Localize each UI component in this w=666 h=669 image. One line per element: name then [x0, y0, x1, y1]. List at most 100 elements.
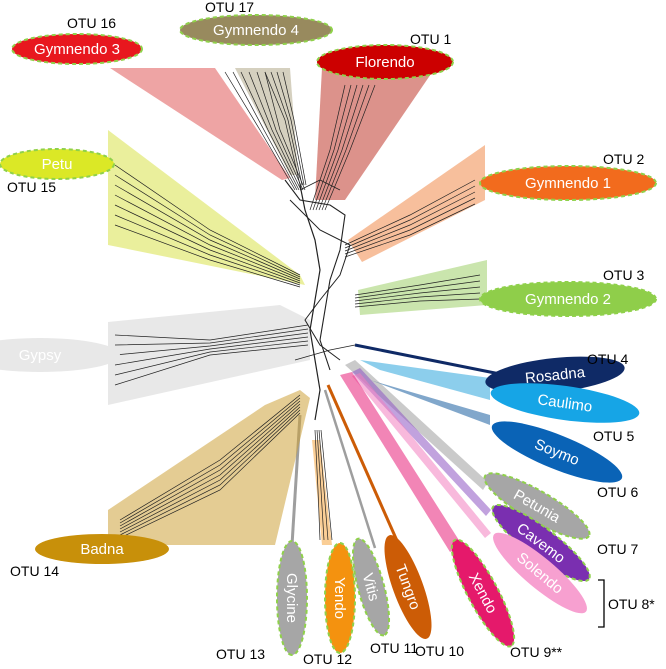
tree-branch [320, 429, 333, 541]
tree-branch [324, 84, 376, 211]
tree-branch [114, 336, 309, 366]
gymnendo3-otu-label: OTU 16 [67, 15, 116, 31]
tree-branch [232, 71, 298, 191]
badna-clade: Badna [35, 534, 169, 564]
tree-branch [354, 280, 481, 299]
tree-branch [354, 292, 481, 305]
vitis-label: Vitis [359, 571, 383, 603]
tree-branch [119, 403, 301, 530]
otu-labels: OTU 1 OTU 2 OTU 3 OTU 4 OTU 5 OTU 6 OTU 7 OTU 9… [7, 0, 644, 667]
tree-branch [114, 224, 301, 288]
tree-branch [316, 429, 325, 541]
tree-branch [344, 191, 476, 252]
tree-branch [119, 409, 301, 536]
gymnendo1-ellipse [479, 165, 657, 201]
gymnendo3-fan [110, 68, 290, 180]
tree-branch [114, 340, 309, 376]
cavemo-fan [352, 368, 491, 516]
florendo-otu-label: OTU 1 [410, 31, 451, 47]
tree-branch [284, 179, 346, 371]
tree-branch [256, 71, 304, 191]
gypsy-clade: Gypsy [0, 338, 120, 372]
petu-fan [108, 130, 305, 285]
tree-branch [282, 71, 307, 186]
tree-branch [114, 214, 301, 286]
tree-branch [119, 406, 301, 533]
tree-branch [114, 332, 309, 356]
vitis-clade: Vitis [351, 537, 391, 637]
gymnendo1-otu-label: OTU 2 [603, 151, 644, 167]
gypsy-ellipse [0, 338, 120, 372]
tree-branch [114, 174, 301, 278]
soymo-fan [370, 380, 490, 425]
glycine-clade: Glycine [276, 540, 308, 656]
petunia-otu-label: OTU 6 [597, 484, 638, 500]
tree-branch [344, 197, 476, 255]
tree-branch [314, 429, 321, 541]
tree-branch [240, 71, 300, 191]
xendo-otu-label: OTU 9** [510, 644, 563, 660]
otu8-bracket: OTU 8* [598, 579, 655, 628]
glycine-label: Glycine [283, 573, 300, 623]
gymnendo4-ellipse [179, 14, 333, 46]
badna-ellipse [35, 534, 169, 564]
yendo-otu-label: OTU 12 [303, 651, 352, 667]
tree-branch [114, 324, 309, 341]
otu8-label: OTU 8* [608, 596, 655, 612]
gymnendo2-fan [358, 260, 487, 315]
gymnendo1-clade: Gymnendo 1 [479, 165, 657, 201]
rosadna-branch [354, 343, 506, 377]
soymo-otu-label: OTU 5 [593, 428, 634, 444]
vitis-otu-label: OTU 11 [370, 640, 418, 656]
tree-branch [114, 204, 301, 284]
network-tree [114, 71, 481, 541]
tree-branch [315, 84, 358, 211]
gymnendo4-label: Gymnendo 4 [213, 22, 299, 39]
florendo-fan [315, 68, 435, 200]
tree-branch [119, 412, 301, 539]
yendo-label: Yendo [331, 577, 348, 619]
soymo-ellipse [491, 421, 623, 483]
tungro-otu-label: OTU 10 [415, 643, 464, 659]
cavemo-otu-label: OTU 7 [597, 541, 638, 557]
gymnendo2-clade: Gymnendo 2 [479, 281, 657, 317]
tree-branch [294, 344, 356, 361]
tree-branch [119, 400, 301, 527]
petu-otu-label: OTU 15 [7, 179, 56, 195]
tree-branch [119, 397, 301, 524]
vitis-branch [323, 389, 377, 549]
gymnendo4-fan [235, 68, 298, 175]
solendo-ellipse [493, 532, 587, 614]
tree-branch [114, 164, 301, 276]
florendo-label: Florendo [355, 54, 414, 71]
tree-branch [299, 179, 341, 191]
tree-branch [114, 328, 309, 346]
tree-branch [312, 84, 352, 211]
tree-branch [264, 71, 301, 186]
gymnendo1-label: Gymnendo 1 [525, 175, 611, 192]
tree-branch [276, 71, 305, 186]
tree-branch [114, 194, 301, 282]
tree-branch [309, 84, 346, 211]
badna-label: Badna [80, 541, 124, 558]
tree-branch [114, 344, 309, 386]
xendo-ellipse [450, 538, 516, 648]
tree-branch [354, 286, 481, 302]
clade-fans [108, 68, 506, 552]
rosadna-otu-label: OTU 4 [587, 351, 628, 367]
gymnendo3-label: Gymnendo 3 [34, 41, 120, 58]
glycine-otu-label: OTU 13 [216, 646, 265, 662]
yendo-clade: Yendo [324, 542, 356, 654]
badna-fan [108, 390, 310, 545]
solendo-fan [352, 373, 491, 538]
xendo-fan [340, 372, 462, 552]
solendo-clade: Solendo [493, 532, 587, 614]
tree-branch [354, 298, 481, 308]
tungro-branch [326, 384, 400, 544]
tree-branch [344, 179, 476, 246]
tree-branch [299, 184, 321, 421]
gymnendo3-ellipse [11, 33, 143, 65]
gymnendo3-clade: Gymnendo 3 [11, 33, 143, 65]
gymnendo4-clade: Gymnendo 4 [179, 14, 333, 46]
